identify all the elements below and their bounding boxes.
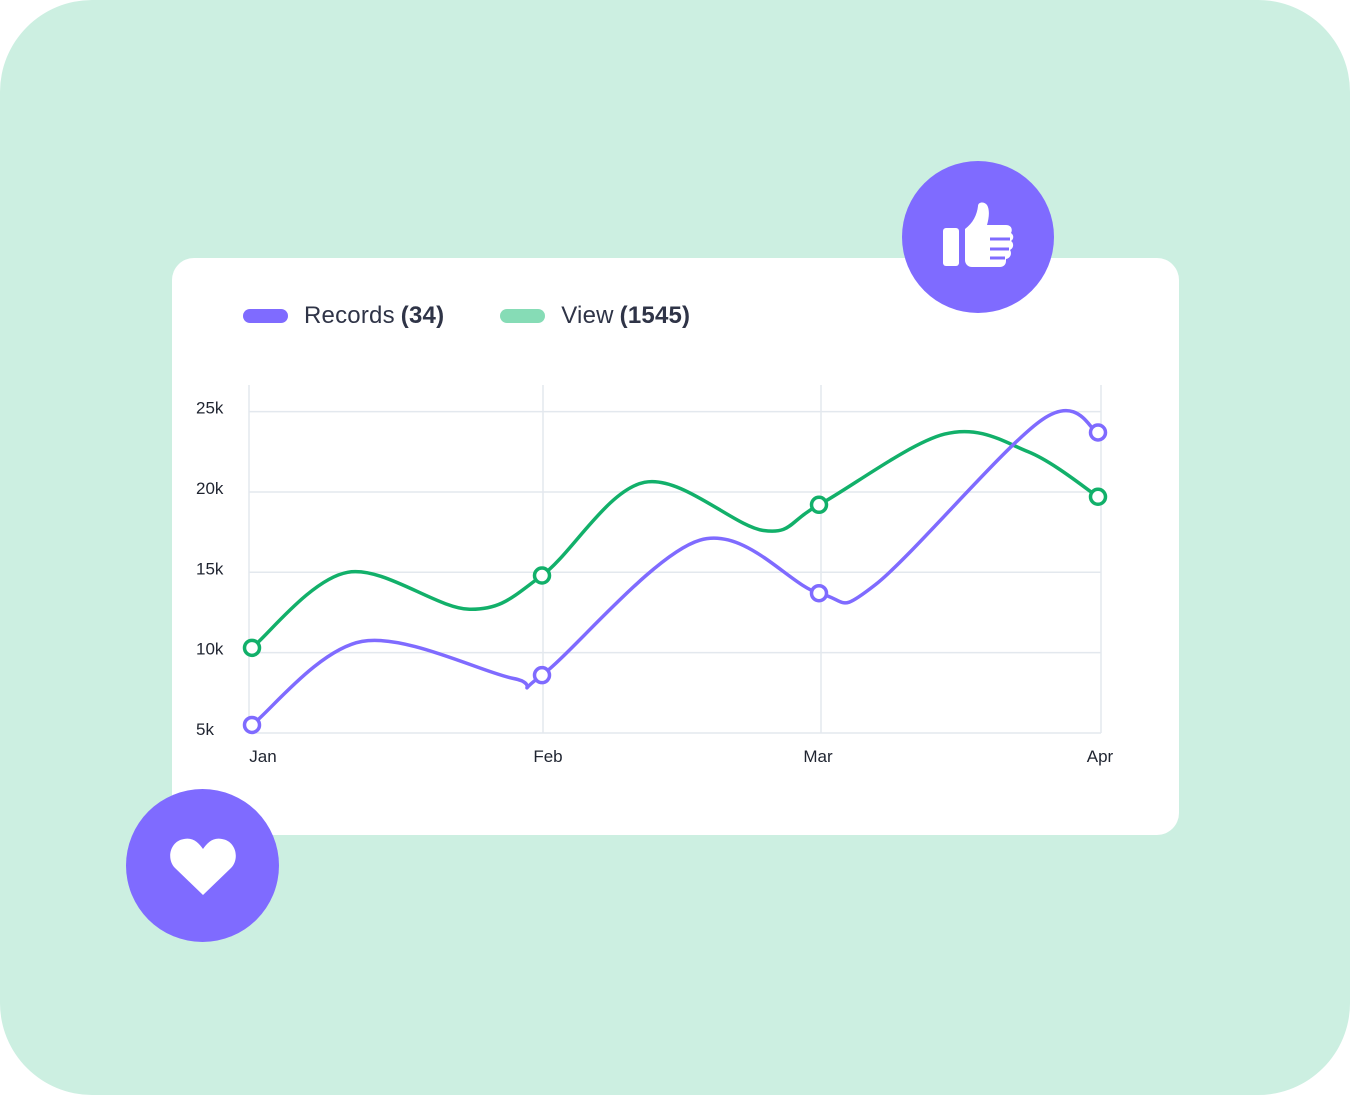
records-swatch	[243, 309, 288, 323]
legend-view-label: View	[561, 302, 614, 329]
chart-card	[172, 258, 1179, 835]
legend-records-count: (34)	[400, 302, 445, 329]
legend-records-label: Records	[304, 302, 395, 329]
heart-badge[interactable]	[126, 789, 279, 942]
heart-icon	[169, 838, 236, 895]
like-badge[interactable]	[902, 161, 1054, 313]
view-swatch	[500, 309, 546, 323]
thumbs-up-icon	[943, 202, 1014, 267]
legend-item-view[interactable]: View (1545)	[500, 302, 690, 330]
legend-item-records[interactable]: Records (34)	[243, 302, 444, 330]
legend-view-count: (1545)	[619, 302, 691, 329]
chart-legend: Records (34) View (1545)	[243, 298, 746, 334]
